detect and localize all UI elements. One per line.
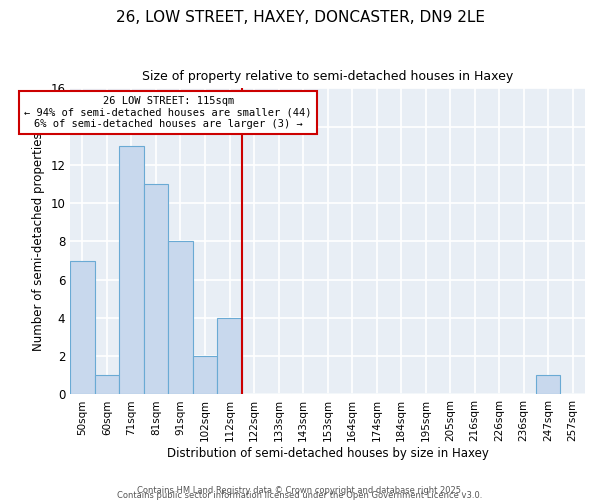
Bar — [217, 318, 242, 394]
Text: Contains public sector information licensed under the Open Government Licence v3: Contains public sector information licen… — [118, 491, 482, 500]
Text: 26 LOW STREET: 115sqm
← 94% of semi-detached houses are smaller (44)
6% of semi-: 26 LOW STREET: 115sqm ← 94% of semi-deta… — [25, 96, 312, 129]
Bar — [168, 242, 193, 394]
Bar — [70, 260, 95, 394]
Text: 26, LOW STREET, HAXEY, DONCASTER, DN9 2LE: 26, LOW STREET, HAXEY, DONCASTER, DN9 2L… — [115, 10, 485, 25]
X-axis label: Distribution of semi-detached houses by size in Haxey: Distribution of semi-detached houses by … — [167, 447, 488, 460]
Bar — [95, 376, 119, 394]
Bar — [144, 184, 168, 394]
Text: Contains HM Land Registry data © Crown copyright and database right 2025.: Contains HM Land Registry data © Crown c… — [137, 486, 463, 495]
Y-axis label: Number of semi-detached properties: Number of semi-detached properties — [32, 132, 45, 350]
Title: Size of property relative to semi-detached houses in Haxey: Size of property relative to semi-detach… — [142, 70, 513, 83]
Bar — [119, 146, 144, 394]
Bar — [536, 376, 560, 394]
Bar — [193, 356, 217, 395]
